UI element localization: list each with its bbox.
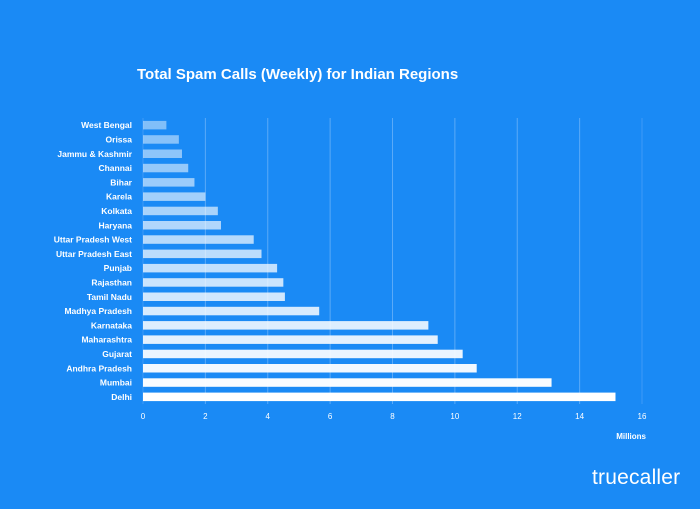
category-label: Uttar Pradesh East (56, 249, 132, 259)
category-label: Madhya Pradesh (64, 306, 132, 316)
category-labels: West Bengal Orissa Jammu & Kashmir Channai B… (54, 120, 133, 402)
bar-uttar-pradesh-east (143, 249, 262, 259)
bar-rajasthan (143, 278, 284, 287)
category-label: Kolkata (101, 206, 132, 216)
chart-title: Total Spam Calls (Weekly) for Indian Reg… (137, 66, 459, 83)
bar-gujarat (143, 349, 463, 359)
x-tick-label: 6 (328, 412, 333, 421)
category-label: Karnataka (91, 320, 132, 330)
category-label: Mumbai (100, 378, 132, 388)
bar-tamil-nadu (143, 292, 285, 301)
x-tick-labels: 0 2 4 6 8 10 12 14 16 (141, 412, 647, 421)
truecaller-logo: truecaller (592, 466, 681, 489)
category-label: Tamil Nadu (87, 292, 132, 302)
bar-punjab (143, 263, 278, 273)
category-label: Rajasthan (91, 277, 132, 287)
bar-mumbai (143, 378, 552, 387)
category-label: Jammu & Kashmir (57, 149, 132, 159)
category-label: Channai (98, 163, 132, 173)
bar-haryana (143, 221, 221, 230)
bar-orissa (143, 135, 179, 144)
bar-layer (143, 120, 616, 402)
category-label: Andhra Pradesh (66, 363, 132, 373)
category-label: Bihar (110, 177, 132, 187)
x-axis-label: Millions (616, 432, 646, 441)
x-tick-label: 16 (638, 412, 647, 421)
x-tick-label: 8 (390, 412, 395, 421)
grid-layer (142, 118, 643, 404)
category-label: West Bengal (81, 120, 132, 130)
bar-channai (143, 163, 189, 173)
x-tick-label: 12 (513, 412, 522, 421)
x-tick-label: 2 (203, 412, 208, 421)
x-tick-label: 4 (266, 412, 271, 421)
bar-maharashtra (143, 335, 438, 344)
bar-madhya-pradesh (143, 306, 320, 316)
bar-karela (143, 192, 206, 201)
x-tick-label: 0 (141, 412, 146, 421)
bar-uttar-pradesh-west (143, 235, 254, 244)
category-label: Gujarat (102, 349, 132, 359)
bar-andhra-pradesh (143, 364, 477, 373)
x-tick-label: 10 (450, 412, 459, 421)
x-tick-label: 14 (575, 412, 584, 421)
bar-delhi (143, 392, 616, 402)
category-label: Haryana (98, 220, 132, 230)
category-label: Punjab (104, 263, 132, 273)
category-label: Orissa (106, 134, 133, 144)
category-label: Maharashtra (81, 335, 132, 345)
category-label: Delhi (111, 392, 132, 402)
bar-west-bengal (143, 120, 167, 130)
bar-kolkata (143, 206, 218, 216)
category-label: Karela (106, 192, 132, 202)
bar-karnataka (143, 321, 429, 330)
bar-jammu-kashmir (143, 149, 182, 158)
bar-bihar (143, 178, 195, 187)
category-label: Uttar Pradesh West (54, 235, 132, 245)
